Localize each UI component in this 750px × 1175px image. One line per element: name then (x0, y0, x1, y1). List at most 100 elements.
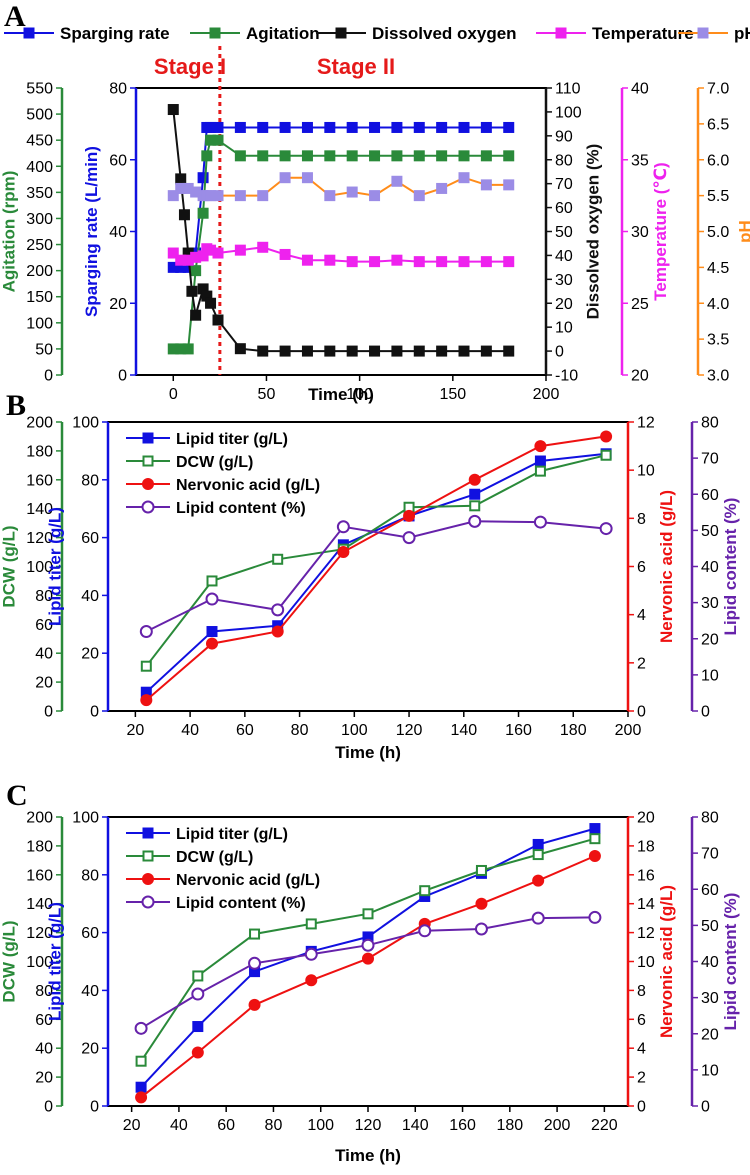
data-point-lipid-titer-g-l (419, 890, 431, 902)
data-point-temperature (413, 256, 425, 268)
y-tick-label-titer: 40 (81, 983, 99, 1000)
x-tick-label: 50 (258, 386, 276, 403)
x-tick-label: 100 (341, 722, 368, 739)
legend-label: Lipid content (%) (176, 500, 306, 517)
y-tick-label-do: 40 (555, 248, 573, 265)
y-tick-label-titer: 40 (81, 588, 99, 605)
y-axis-title-spar: Sparging rate (L/min) (82, 146, 101, 317)
data-point-dissolved-oxygen (279, 345, 291, 357)
data-point-lipid-content (402, 531, 416, 545)
y-tick-label-dcw: 160 (26, 867, 53, 884)
data-point-nervonic-acid-g-l (337, 546, 350, 559)
x-tick-label: 40 (181, 722, 199, 739)
y-tick-label-agit: 200 (26, 263, 53, 280)
y-tick-label-dcw: 140 (26, 896, 53, 913)
y-tick-label-spar: 0 (118, 368, 127, 385)
y-tick-label-titer: 80 (81, 472, 99, 489)
y-tick-label-lc: 80 (701, 810, 719, 827)
y-tick-label-dcw: 160 (26, 472, 53, 489)
y-tick-label-dcw: 180 (26, 443, 53, 460)
y-tick-label-lc: 70 (701, 451, 719, 468)
data-point-nervonic-acid-g-l (206, 637, 218, 650)
data-point-sparging-rate (413, 121, 425, 133)
data-point-dissolved-oxygen (197, 283, 209, 295)
y-tick-label-titer: 0 (90, 1099, 99, 1116)
data-point-agitation (480, 150, 492, 162)
data-point-temperature (257, 241, 269, 253)
y-tick-label-lc: 40 (701, 559, 719, 576)
data-point-nervonic-acid-g-l (191, 1046, 204, 1059)
y-tick-label-agit: 0 (44, 368, 53, 385)
y-tick-label-dcw: 60 (35, 1012, 53, 1029)
data-point-ph (503, 179, 515, 191)
y-axis-title-titer: Lipid titer (g/L) (45, 902, 64, 1021)
y-tick-label-na: 0 (637, 1099, 646, 1116)
y-tick-label-lc: 70 (701, 846, 719, 863)
data-point-lipid-titer-g-l (249, 966, 261, 978)
y-tick-label-do: 100 (555, 104, 582, 121)
x-tick-label: 180 (560, 722, 587, 739)
data-point-agitation (234, 150, 246, 162)
data-point-lipid-titer-g-l (192, 1021, 204, 1033)
data-point-dcw-g-l (249, 928, 261, 940)
data-point-lipid-content (304, 947, 318, 961)
series-nervonic-acid-g-l (140, 430, 613, 707)
series-line-ph (172, 176, 509, 197)
data-point-agitation (167, 343, 179, 355)
y-tick-label-dcw: 120 (26, 925, 53, 942)
x-tick-label: 220 (591, 1117, 618, 1134)
data-point-ph (175, 182, 187, 194)
data-point-lipid-titer-g-l (532, 838, 544, 850)
y-tick-label-dcw: 20 (35, 1070, 53, 1087)
data-point-dcw-g-l (589, 833, 601, 845)
data-point-temperature (324, 254, 336, 266)
data-point-nervonic-acid-g-l (534, 440, 547, 453)
x-axis-title: Time (h) (335, 1146, 401, 1165)
data-point-sparging-rate (458, 121, 470, 133)
legend-label: Lipid titer (g/L) (176, 431, 288, 448)
series-line-nervonic-acid-g-l (145, 435, 607, 701)
data-point-dissolved-oxygen (257, 345, 269, 357)
y-tick-label-do: 0 (555, 344, 564, 361)
data-point-dcw-g-l (135, 1055, 147, 1067)
y-tick-label-temp: 20 (631, 368, 649, 385)
y-tick-label-lc: 10 (701, 667, 719, 684)
data-point-agitation (436, 150, 448, 162)
y-tick-label-ph: 6.0 (707, 152, 729, 169)
y-tick-label-na: 14 (637, 896, 655, 913)
data-point-dcw-g-l (419, 885, 431, 897)
data-point-ph (369, 190, 381, 202)
stage-label: Stage II (317, 54, 395, 79)
y-tick-label-ph: 6.5 (707, 116, 729, 133)
y-tick-label-titer: 0 (90, 704, 99, 721)
data-point-dissolved-oxygen (503, 345, 515, 357)
data-point-temperature (205, 244, 217, 256)
x-tick-label: 140 (402, 1117, 429, 1134)
data-point-nervonic-acid-g-l (475, 897, 488, 910)
legend-label: Lipid content (%) (176, 895, 306, 912)
x-tick-label: 100 (307, 1117, 334, 1134)
y-tick-label-na: 4 (637, 1041, 646, 1058)
series-line-agitation (173, 139, 509, 350)
y-tick-label-dcw: 80 (35, 588, 53, 605)
x-tick-label: 140 (450, 722, 477, 739)
data-point-dcw-g-l (362, 908, 374, 920)
data-point-ph (182, 182, 194, 194)
legend-marker (142, 455, 154, 467)
y-tick-label-titer: 100 (72, 415, 99, 432)
data-point-lipid-titer-g-l (534, 455, 546, 467)
data-point-lipid-content (599, 522, 613, 536)
legend-label: Temperature (592, 24, 694, 43)
y-axis-title-ph: pH (736, 220, 750, 243)
y-tick-label-lc: 60 (701, 882, 719, 899)
y-tick-label-lc: 20 (701, 631, 719, 648)
x-tick-label: 120 (396, 722, 423, 739)
y-tick-label-lc: 50 (701, 918, 719, 935)
legend-label: Lipid titer (g/L) (176, 826, 288, 843)
data-point-lipid-content (474, 922, 488, 936)
data-point-ph (205, 190, 217, 202)
data-point-agitation (201, 150, 213, 162)
y-tick-label-agit: 250 (26, 237, 53, 254)
